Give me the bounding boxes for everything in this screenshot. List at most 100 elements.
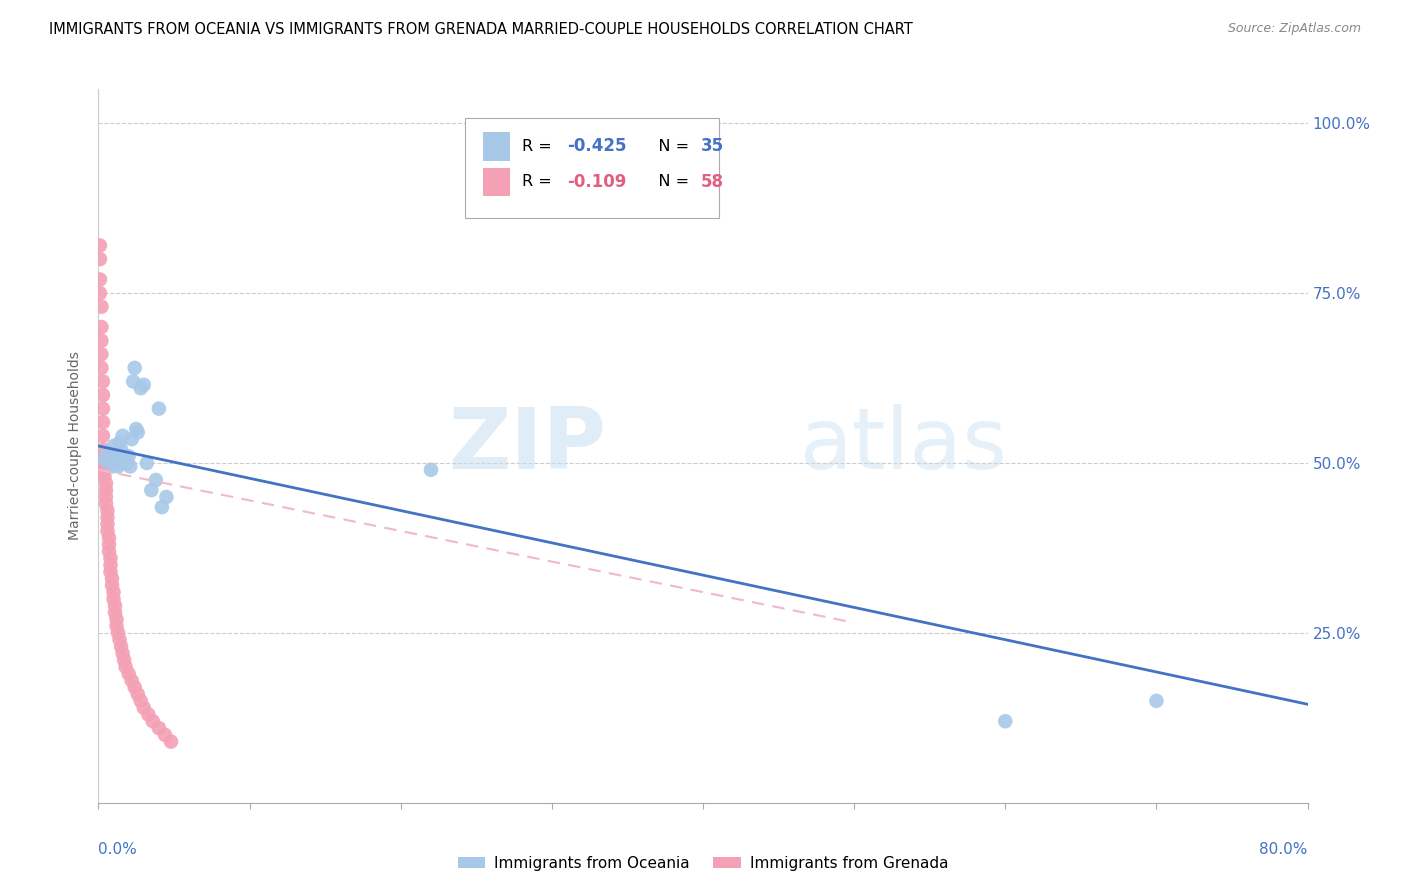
Point <box>98 537 121 551</box>
Point <box>94 497 117 511</box>
Point <box>96 510 118 524</box>
Point <box>96 446 118 460</box>
Point <box>104 599 127 613</box>
Point <box>1144 694 1167 708</box>
Point <box>104 452 127 467</box>
Text: 80.0%: 80.0% <box>1260 842 1308 857</box>
FancyBboxPatch shape <box>482 132 509 161</box>
Point <box>107 459 129 474</box>
Point <box>105 619 128 633</box>
Point <box>111 646 134 660</box>
Point <box>124 680 146 694</box>
Point <box>135 456 157 470</box>
Text: atlas: atlas <box>800 404 1008 488</box>
Point <box>101 459 124 474</box>
Point <box>118 449 141 463</box>
Point <box>127 687 149 701</box>
Point <box>98 531 121 545</box>
Text: IMMIGRANTS FROM OCEANIA VS IMMIGRANTS FROM GRENADA MARRIED-COUPLE HOUSEHOLDS COR: IMMIGRANTS FROM OCEANIA VS IMMIGRANTS FR… <box>49 22 912 37</box>
Point <box>91 415 114 429</box>
Point <box>100 551 122 566</box>
Point <box>110 640 132 654</box>
Point <box>121 432 143 446</box>
Point <box>91 401 114 416</box>
Text: 35: 35 <box>700 137 724 155</box>
Point <box>107 626 129 640</box>
Point <box>132 700 155 714</box>
FancyBboxPatch shape <box>465 118 718 218</box>
Point <box>110 442 132 457</box>
Text: 0.0%: 0.0% <box>98 842 138 857</box>
Text: -0.425: -0.425 <box>568 137 627 155</box>
Point <box>96 524 118 538</box>
Point <box>91 442 114 457</box>
Point <box>145 473 167 487</box>
Point <box>93 463 115 477</box>
Point <box>100 452 122 467</box>
Point <box>105 612 128 626</box>
Point <box>96 503 118 517</box>
Point <box>118 666 141 681</box>
Point <box>93 469 115 483</box>
Point <box>93 449 115 463</box>
Text: N =: N = <box>643 139 693 153</box>
Point <box>93 452 115 467</box>
Point <box>112 653 135 667</box>
Point <box>89 238 111 252</box>
Point <box>111 429 134 443</box>
Point <box>122 375 145 389</box>
Text: 58: 58 <box>700 173 724 191</box>
Point <box>125 422 148 436</box>
Point <box>94 490 117 504</box>
Point <box>89 252 111 266</box>
Point <box>90 360 112 375</box>
Point <box>103 439 125 453</box>
Point <box>127 425 149 440</box>
Point <box>121 673 143 688</box>
Point <box>94 483 117 498</box>
Point <box>90 320 112 334</box>
Point <box>89 272 111 286</box>
Point <box>100 565 122 579</box>
Legend: Immigrants from Oceania, Immigrants from Grenada: Immigrants from Oceania, Immigrants from… <box>451 850 955 877</box>
Point <box>994 714 1017 729</box>
Point <box>148 721 170 735</box>
Point <box>96 517 118 532</box>
Point <box>136 707 159 722</box>
Point <box>114 449 136 463</box>
Point <box>98 544 121 558</box>
Point <box>103 591 125 606</box>
Point <box>132 377 155 392</box>
Point <box>90 347 112 361</box>
Point <box>91 429 114 443</box>
Text: -0.109: -0.109 <box>568 173 627 191</box>
Point <box>100 558 122 572</box>
Point <box>101 578 124 592</box>
Point <box>104 449 127 463</box>
Point <box>90 334 112 348</box>
Point <box>420 463 443 477</box>
Point <box>91 375 114 389</box>
Text: ZIP: ZIP <box>449 404 606 488</box>
Point <box>141 483 163 498</box>
Point <box>94 476 117 491</box>
Point <box>103 585 125 599</box>
Point <box>124 360 146 375</box>
Point <box>89 286 111 301</box>
Text: Source: ZipAtlas.com: Source: ZipAtlas.com <box>1227 22 1361 36</box>
Point <box>111 456 134 470</box>
Point <box>105 456 128 470</box>
Point <box>108 435 131 450</box>
Point <box>90 300 112 314</box>
Point <box>129 381 152 395</box>
Text: N =: N = <box>643 175 693 189</box>
Point <box>112 452 135 467</box>
Point <box>142 714 165 729</box>
Point <box>155 490 177 504</box>
Point <box>129 694 152 708</box>
Point <box>101 572 124 586</box>
Text: R =: R = <box>522 175 557 189</box>
Point <box>104 606 127 620</box>
Point <box>107 449 129 463</box>
Point <box>91 388 114 402</box>
